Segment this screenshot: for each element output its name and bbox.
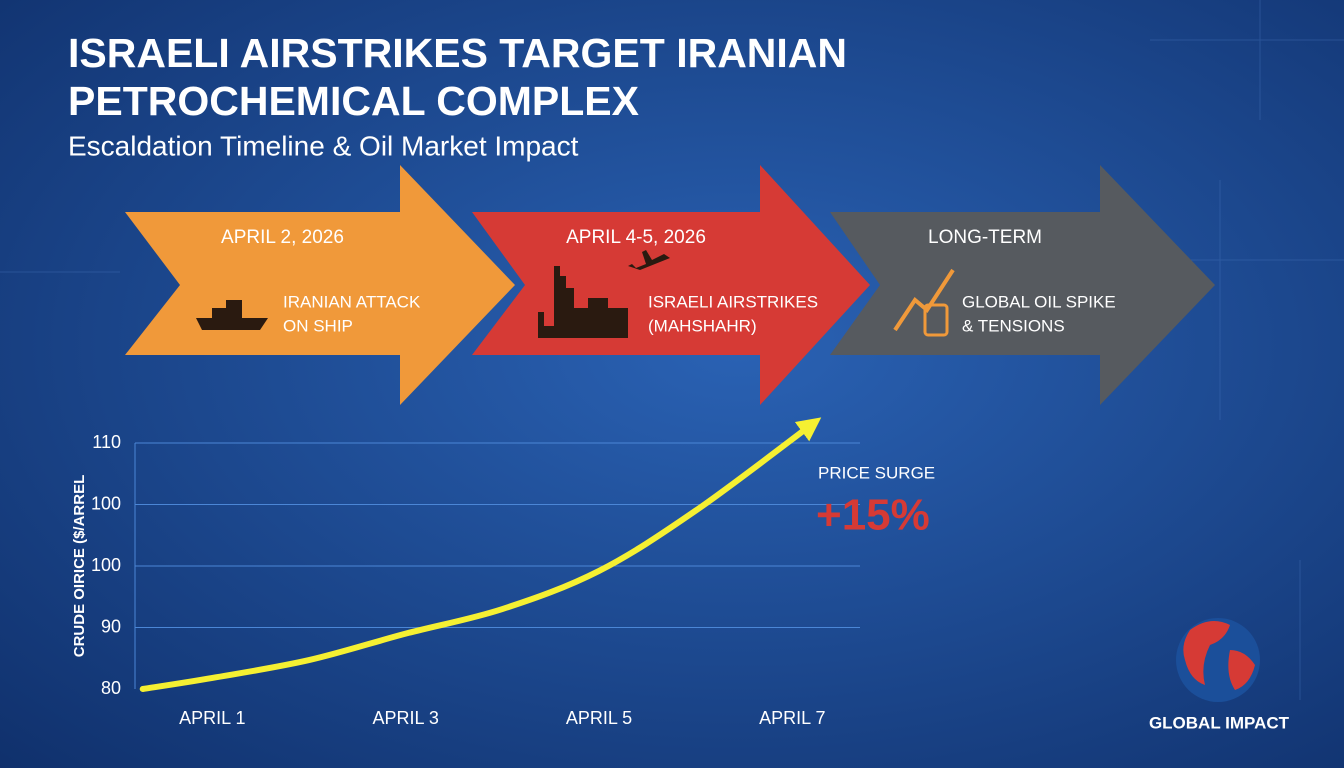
timeline-label: ISRAELI AIRSTRIKES [648,292,818,311]
annotation: +15% [816,491,930,540]
y-tick-label: 110 [92,432,121,452]
timeline-label: (MAHSHAHR) [648,316,757,335]
title-line: ISRAELI AIRSTRIKES TARGET IRANIAN [68,30,847,76]
y-tick-label: 80 [101,678,121,698]
timeline-label: GLOBAL OIL SPIKE [962,292,1116,311]
x-tick-label: APRIL 7 [759,708,825,728]
y-axis-label: CRUDE OIRICE ($/ARREL [71,475,88,658]
factory-icon [538,266,628,338]
title-line: PETROCHEMICAL COMPLEX [68,78,639,124]
timeline-arrow [830,165,1215,405]
x-tick-label: APRIL 5 [566,708,632,728]
timeline-label: & TENSIONS [962,316,1065,335]
y-tick-label: 90 [101,616,121,636]
x-tick-label: APRIL 3 [372,708,438,728]
globe-icon [1176,618,1260,702]
y-tick-label: 100 [91,493,121,513]
decor-lines [0,0,1344,700]
timeline-arrow [125,165,515,405]
timeline: APRIL 2, 2026 IRANIAN ATTACK ON SHIP APRIL … [125,165,1215,405]
timeline-label: IRANIAN ATTACK [283,292,421,311]
timeline-date: LONG-TERM [928,227,1042,248]
trend-icon [893,268,955,332]
timeline-arrow [472,165,870,405]
barrel-icon [923,303,949,337]
price-line [139,417,822,692]
timeline-label: ON SHIP [283,316,353,335]
timeline-date: APRIL 4-5, 2026 [566,227,706,248]
ship-icon [196,300,268,330]
timeline-date: APRIL 2, 2026 [221,227,344,248]
y-tick-label: 100 [91,555,121,575]
jet-icon [628,250,670,270]
subtitle: Escaldation Timeline & Oil Market Impact [68,130,579,161]
x-tick-label: APRIL 1 [179,708,245,728]
logo-text: GLOBAL IMPACT [1149,713,1290,732]
plot: 80 90 100 100 110 APRIL 1 APRIL 3 APRIL 5 APRIL … [91,417,860,728]
annotation: PRICE SURGE [818,463,935,482]
